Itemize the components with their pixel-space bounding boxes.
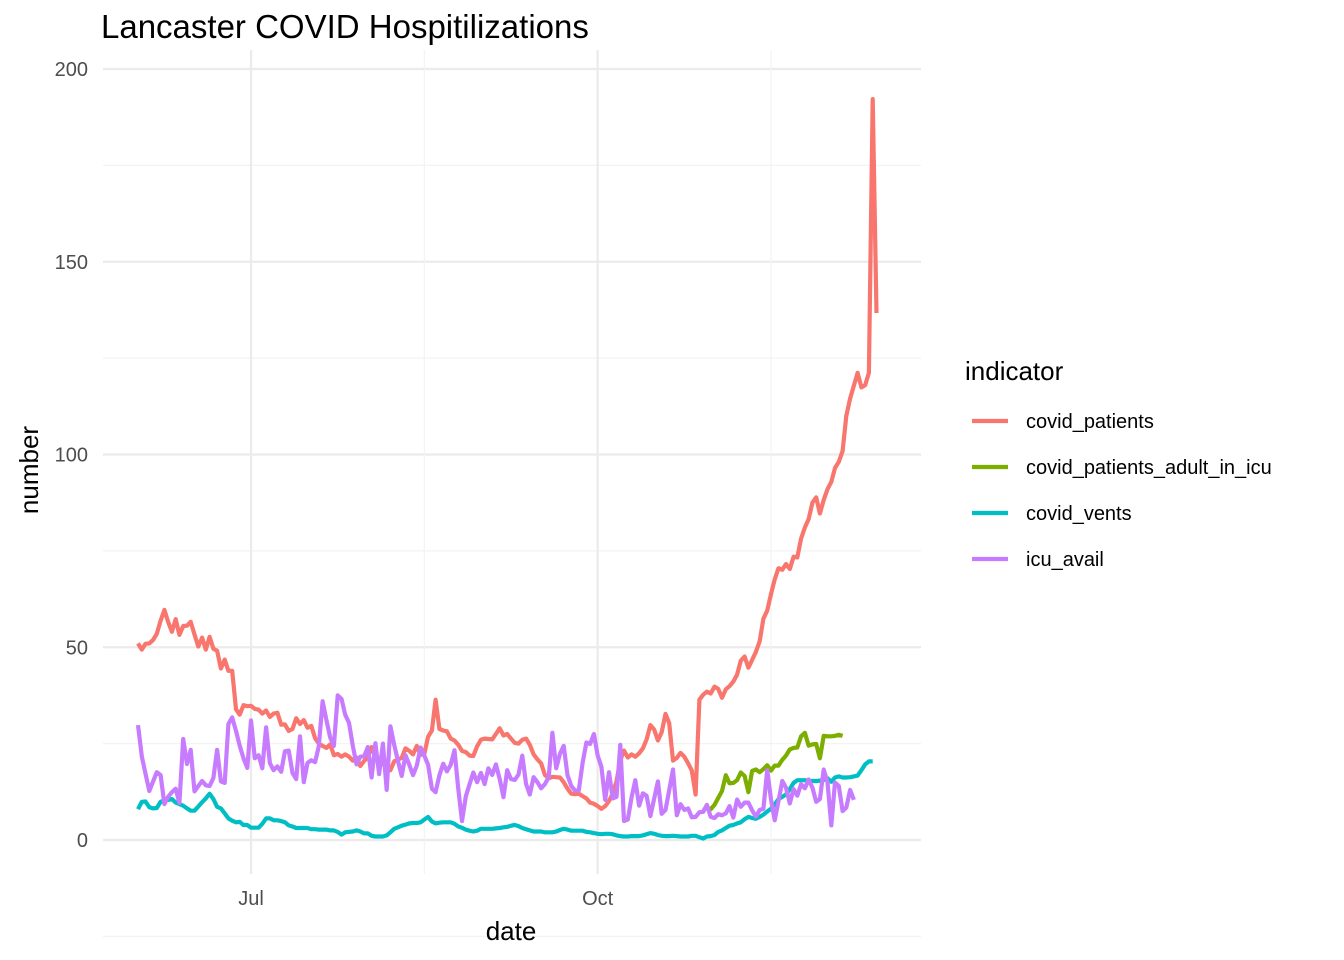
legend-label: covid_patients_adult_in_icu <box>1026 457 1272 479</box>
legend-label: icu_avail <box>1026 549 1104 571</box>
legend-label: covid_patients <box>1026 411 1154 433</box>
series-line-icu-avail <box>135 693 856 828</box>
legend-item: covid_vents <box>972 503 1132 525</box>
y-tick-label: 100 <box>55 445 88 467</box>
legend-item: covid_patients <box>972 411 1154 433</box>
legend-label: covid_vents <box>1026 503 1132 525</box>
x-tick-label: Jul <box>238 888 264 910</box>
series-line-covid-vents <box>136 759 873 841</box>
y-tick-label: 0 <box>77 830 88 852</box>
series-line-covid-patients-adult-in-icu <box>702 730 844 812</box>
legend-items: covid_patients covid_patients_adult_in_ic… <box>972 411 1272 571</box>
grid <box>103 50 921 937</box>
series-line-covid-patients <box>136 97 879 811</box>
legend: indicator covid_patients covid_patients_a… <box>965 356 1272 571</box>
y-tick-label: 50 <box>66 637 88 659</box>
y-axis-title: number <box>14 426 44 514</box>
legend-title: indicator <box>965 356 1064 386</box>
legend-item: covid_patients_adult_in_icu <box>972 457 1272 479</box>
y-axis-ticks: 0 50 100 150 200 <box>55 59 88 852</box>
x-axis-title: date <box>486 916 537 946</box>
legend-item: icu_avail <box>972 549 1104 571</box>
chart-title: Lancaster COVID Hospitilizations <box>101 8 589 45</box>
y-tick-label: 200 <box>55 59 88 81</box>
x-axis-ticks: Jul Oct <box>238 888 613 910</box>
series-lines <box>135 97 879 841</box>
y-tick-label: 150 <box>55 252 88 274</box>
x-tick-label: Oct <box>582 888 614 910</box>
